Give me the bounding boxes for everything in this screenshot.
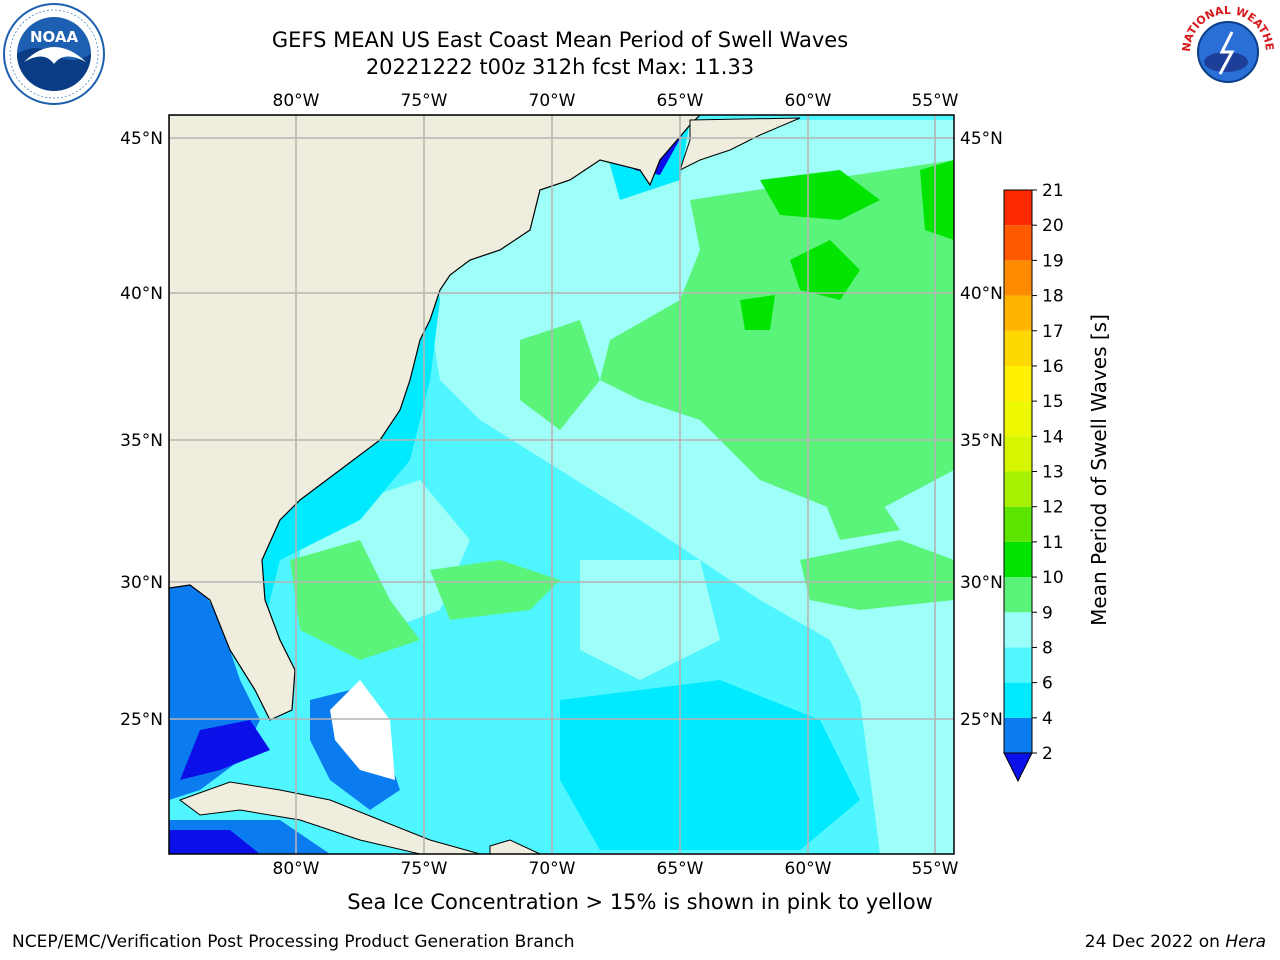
colorbar-tick-label: 19 — [1042, 251, 1064, 271]
lon-label-bottom: 60°W — [785, 859, 832, 879]
colorbar-tick-label: 8 — [1042, 638, 1053, 658]
colorbar-swatch — [1004, 577, 1032, 613]
map-field — [169, 115, 954, 854]
colorbar-tick-label: 18 — [1042, 287, 1064, 307]
lat-label-right: 40°N — [960, 284, 1003, 304]
map-subtitle: 20221222 t00z 312h fcst Max: 11.33 — [365, 55, 755, 79]
lon-label-bottom: 80°W — [273, 859, 320, 879]
nova-scotia — [679, 117, 801, 171]
colorbar-tick-label: 10 — [1042, 568, 1064, 588]
noaa-logo-icon: NOAA — [3, 3, 105, 105]
map-frame — [168, 114, 955, 855]
colorbar-tick-label: 17 — [1042, 322, 1064, 342]
colorbar-under-arrow — [1003, 752, 1033, 783]
colorbar-swatch — [1004, 365, 1032, 402]
lat-label-left: 40°N — [120, 284, 163, 304]
colorbar-swatch — [1004, 295, 1032, 331]
nws-logo-icon: NATIONAL WEATHER SERVICE — [1176, 2, 1276, 98]
lon-label-bottom: 70°W — [529, 859, 576, 879]
colorbar-tick-label: 4 — [1042, 709, 1053, 729]
lon-label-bottom: 65°W — [657, 859, 704, 879]
colorbar-tick-label: 15 — [1042, 392, 1064, 412]
colorbar-swatch — [1004, 612, 1032, 648]
colorbar-tick-label: 21 — [1042, 181, 1064, 201]
footer-date: 24 Dec 2022 on Hera — [1085, 932, 1266, 952]
colorbar-swatch — [1004, 506, 1032, 542]
lon-label-top: 75°W — [401, 91, 448, 111]
colorbar-tick-label: 14 — [1042, 427, 1064, 447]
colorbar-tick-label: 12 — [1042, 498, 1064, 518]
colorbar-tick-label: 6 — [1042, 674, 1053, 694]
lon-label-top: 80°W — [273, 91, 320, 111]
colorbar-swatch — [1004, 471, 1032, 507]
colorbar-tick-label: 11 — [1042, 533, 1064, 553]
lon-label-top: 70°W — [529, 91, 576, 111]
colorbar-swatch — [1004, 436, 1032, 472]
colorbar-tick-label: 2 — [1042, 744, 1053, 764]
footer-date-text: 24 Dec 2022 on — [1084, 932, 1226, 952]
colorbar-swatch — [1004, 717, 1032, 753]
lat-label-left: 45°N — [120, 129, 163, 149]
colorbar-tick-label: 9 — [1042, 603, 1053, 623]
sea-ice-caption: Sea Ice Concentration > 15% is shown in … — [347, 890, 933, 914]
lat-label-left: 30°N — [120, 573, 163, 593]
lon-label-top: 65°W — [657, 91, 704, 111]
us-landmass — [169, 115, 701, 721]
colorbar-swatch — [1004, 682, 1032, 718]
colorbar-swatch — [1004, 541, 1032, 578]
footer-host: Hera — [1225, 932, 1266, 952]
lon-label-bottom: 75°W — [401, 859, 448, 879]
colorbar-tick-label: 16 — [1042, 357, 1064, 377]
map-title: GEFS MEAN US East Coast Mean Period of S… — [271, 28, 849, 52]
field-band-9-10 — [600, 160, 954, 520]
noaa-logo-text: NOAA — [30, 28, 79, 46]
lat-label-left: 25°N — [120, 710, 163, 730]
lat-label-right: 25°N — [960, 710, 1003, 730]
footer-credit: NCEP/EMC/Verification Post Processing Pr… — [12, 932, 575, 952]
lat-label-left: 35°N — [120, 431, 163, 451]
colorbar-swatch — [1004, 401, 1032, 437]
lat-label-right: 35°N — [960, 431, 1003, 451]
lat-label-right: 30°N — [960, 573, 1003, 593]
lon-label-top: 55°W — [912, 91, 959, 111]
colorbar-swatch — [1004, 260, 1032, 296]
lon-label-top: 60°W — [785, 91, 832, 111]
colorbar: 2 4 6 8 9 10 11 12 13 14 15 16 17 18 19 20 21 — [1003, 181, 1064, 783]
colorbar-swatch — [1004, 225, 1032, 261]
colorbar-tick-label: 13 — [1042, 463, 1064, 483]
colorbar-tick-label: 20 — [1042, 216, 1064, 236]
gridlines — [169, 115, 954, 854]
cuba — [178, 781, 481, 854]
lon-label-bottom: 55°W — [912, 859, 959, 879]
colorbar-swatch — [1004, 330, 1032, 366]
colorbar-swatch — [1004, 647, 1032, 683]
lat-label-right: 45°N — [960, 129, 1003, 149]
colorbar-swatch — [1004, 190, 1032, 226]
bahamas-bank-mask — [330, 680, 395, 780]
colorbar-title: Mean Period of Swell Waves [s] — [1087, 314, 1111, 626]
